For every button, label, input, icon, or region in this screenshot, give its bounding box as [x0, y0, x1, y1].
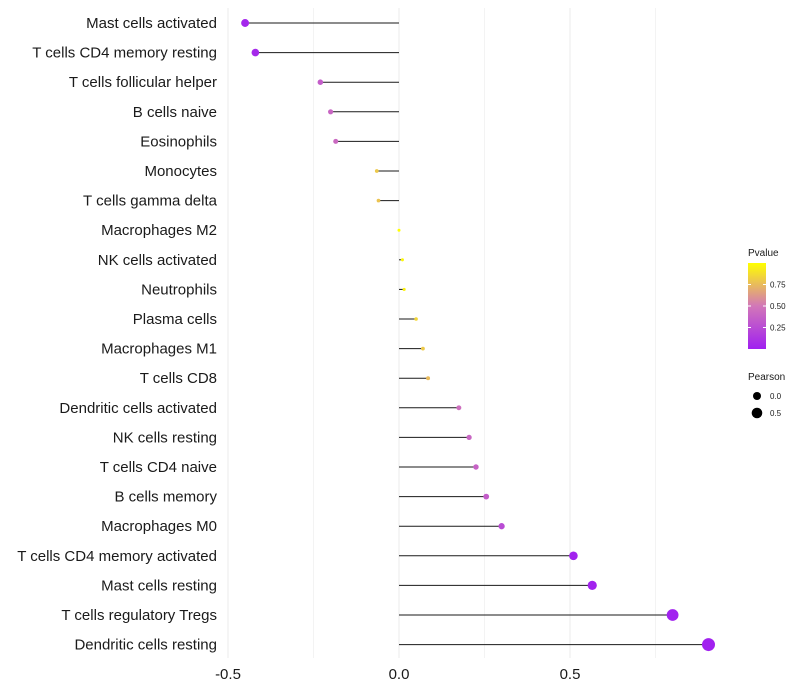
data-point [317, 79, 324, 85]
data-point [402, 287, 406, 291]
category-label: T cells regulatory Tregs [61, 607, 217, 624]
data-point [569, 551, 578, 561]
data-point [374, 169, 379, 173]
category-label: Eosinophils [140, 133, 217, 150]
legend-pvalue-ticks: 0.25 0.50 0.75 [748, 281, 786, 333]
data-point [473, 464, 479, 470]
category-label: T cells follicular helper [69, 74, 217, 91]
data-point [466, 434, 472, 441]
legend-pvalue: Pvalue 0.25 0.50 0.75 [748, 248, 786, 349]
category-label: B cells naive [133, 104, 217, 121]
legend-pearson-label: 0.5 [770, 409, 782, 418]
data-point [426, 376, 431, 381]
category-label: Plasma cells [133, 311, 217, 328]
data-point [587, 580, 597, 591]
data-point [400, 258, 404, 262]
category-label: NK cells resting [113, 429, 217, 446]
category-label: T cells CD4 memory resting [32, 45, 217, 62]
data-point [333, 138, 339, 144]
legend-pearson-key [751, 407, 763, 419]
data-point [376, 198, 381, 203]
data-point [251, 48, 260, 57]
x-tick-label: -0.5 [215, 666, 241, 683]
x-tick-label: 0.5 [560, 666, 581, 683]
category-label: Monocytes [144, 163, 217, 180]
data-point [666, 609, 679, 621]
category-label: Dendritic cells activated [59, 400, 217, 417]
x-tick-label: 0.0 [389, 666, 410, 683]
legend-pvalue-tick-label: 0.75 [770, 281, 786, 290]
data-point [483, 493, 490, 500]
grid-layer [227, 8, 656, 658]
x-axis-tick-labels: -0.5 0.0 0.5 [215, 666, 580, 683]
legend-pvalue-tick-label: 0.50 [770, 302, 786, 311]
category-label: T cells CD4 naive [100, 459, 217, 476]
data-point [421, 346, 425, 351]
data-point [414, 317, 418, 321]
category-label: Macrophages M0 [101, 518, 217, 535]
point-layer [241, 19, 715, 652]
legend-pearson-key [753, 392, 761, 400]
data-point [702, 638, 715, 652]
data-point [498, 523, 505, 530]
legend-pearson-title: Pearson [748, 372, 785, 383]
category-label: NK cells activated [98, 252, 217, 269]
category-labels: Mast cells activated T cells CD4 memory r… [17, 15, 217, 654]
legend-pvalue-colorbar [748, 263, 766, 349]
stem-layer [245, 22, 709, 646]
legend-pvalue-title: Pvalue [748, 248, 779, 259]
data-point [456, 405, 462, 411]
legend-pvalue-tick-label: 0.25 [770, 324, 786, 333]
category-label: T cells CD8 [140, 370, 217, 387]
category-label: Mast cells resting [101, 577, 217, 594]
category-label: Neutrophils [141, 281, 217, 298]
data-point [397, 228, 401, 232]
legend-pearson-label: 0.0 [770, 392, 782, 401]
legend-pearson-entries: 0.0 0.5 [751, 392, 782, 419]
data-point [241, 19, 250, 27]
legend-pearson: Pearson 0.0 0.5 [748, 372, 785, 419]
category-label: T cells CD4 memory activated [17, 548, 217, 565]
category-label: Dendritic cells resting [74, 637, 217, 654]
category-label: Mast cells activated [86, 15, 217, 32]
category-label: Macrophages M1 [101, 341, 217, 358]
data-point [328, 109, 334, 115]
category-label: Macrophages M2 [101, 222, 217, 239]
category-label: B cells memory [114, 489, 217, 506]
category-label: T cells gamma delta [83, 193, 218, 210]
